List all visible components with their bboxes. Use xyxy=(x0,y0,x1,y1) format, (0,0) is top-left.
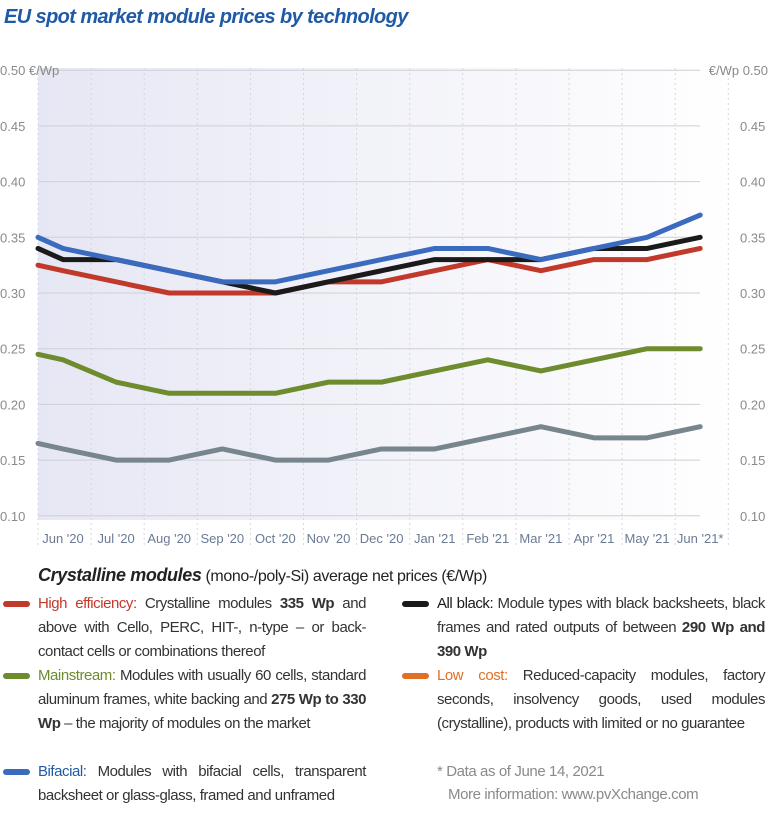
x-tick-label: Mar '21 xyxy=(519,531,562,546)
x-tick-label: Aug '20 xyxy=(147,531,191,546)
legend-mainstream: Mainstream: Modules with usually 60 cell… xyxy=(3,664,367,736)
y-axis-label-left: 0.50 €/Wp xyxy=(0,63,59,78)
x-tick-label: Jul '20 xyxy=(98,531,135,546)
y-tick-label-left: 0.10 xyxy=(0,509,25,524)
legend-name: All black: xyxy=(437,595,494,612)
legend-swatch xyxy=(402,601,429,607)
x-tick-label: Feb '21 xyxy=(466,531,509,546)
y-tick-label-right: 0.10 xyxy=(740,509,765,524)
legend-bold: 290 Wp and 390 Wp xyxy=(437,619,765,660)
legend-text: Module types with black backsheets, blac… xyxy=(437,595,765,636)
legend-bifacial: Bifacial: Modules with bifacial cells, t… xyxy=(3,760,366,808)
y-tick-label-right: 0.45 xyxy=(740,119,765,134)
y-tick-label-right: 0.15 xyxy=(740,453,765,468)
x-tick-label: Sep '20 xyxy=(200,531,244,546)
series-line-high-efficiency xyxy=(35,245,703,296)
x-tick-label: Dec '20 xyxy=(360,531,404,546)
legend-text: Modules with usually 60 cells, standard … xyxy=(38,667,366,708)
chart-title: EU spot market module prices by technolo… xyxy=(4,6,408,28)
legend-name: High efficiency: xyxy=(38,595,137,612)
y-tick-label-right: 0.30 xyxy=(740,286,765,301)
x-tick-label: May '21 xyxy=(625,531,670,546)
y-tick-label-right: 0.20 xyxy=(740,397,765,412)
more-info-link[interactable]: More information: www.pvXchange.com xyxy=(448,786,699,803)
legend-swatch xyxy=(402,673,429,679)
y-tick-label-left: 0.25 xyxy=(0,342,25,357)
legend-high-efficiency: High efficiency: Crystalline modules 335… xyxy=(3,592,366,664)
legend-all-black: All black: Module types with black backs… xyxy=(402,592,765,664)
legend-name: Bifacial: xyxy=(38,763,87,780)
x-tick-label: Apr '21 xyxy=(574,531,615,546)
y-tick-label-left: 0.30 xyxy=(0,286,25,301)
y-tick-label-left: 0.45 xyxy=(0,119,25,134)
legend-swatch xyxy=(3,673,30,679)
y-tick-label-left: 0.40 xyxy=(0,175,25,190)
plot-area xyxy=(38,68,736,520)
legend-name: Low cost: xyxy=(437,667,508,684)
x-tick-label: Jun '21* xyxy=(677,531,724,546)
series-line-low-cost xyxy=(35,424,703,463)
legend-text: – the majority of modules on the market xyxy=(60,715,311,732)
x-tick-label: Nov '20 xyxy=(307,531,351,546)
line-chart: 0.10 0.10 0.15 0.15 0.20 0.20 0.25 0.25 0.30 0.30… xyxy=(0,63,768,546)
legend-text: Crystalline modules xyxy=(136,595,280,612)
legend-low-cost: Low cost: Reduced-capacity modules, fact… xyxy=(402,664,765,736)
legend-text: Reduced-capacity modules, factory second… xyxy=(437,667,765,732)
legend-text: Modules with bifacial cells, transparent… xyxy=(38,763,366,804)
legend-bold: 275 Wp to 330 Wp xyxy=(38,691,367,732)
legend-swatch xyxy=(3,769,30,775)
y-axis-label-right: €/Wp 0.50 xyxy=(709,63,768,78)
legend-swatch xyxy=(3,601,30,607)
legend-text: and above with Cello, PERC, HIT-, n-type… xyxy=(38,595,366,660)
legend-bold: 335 Wp xyxy=(279,595,335,612)
y-tick-label-left: 0.20 xyxy=(0,397,25,412)
y-tick-label-left: 0.15 xyxy=(0,453,25,468)
data-date-note: * Data as of June 14, 2021 xyxy=(437,763,605,780)
x-tick-label: Jun '20 xyxy=(42,531,84,546)
series-line-mainstream xyxy=(35,346,703,396)
y-tick-label-right: 0.40 xyxy=(740,175,765,190)
legend-subtitle: Crystalline modules (mono-/poly-Si) aver… xyxy=(38,565,487,586)
series-line-bifacial xyxy=(35,212,703,285)
y-tick-label-left: 0.35 xyxy=(0,230,25,245)
x-tick-label: Jan '21 xyxy=(414,531,456,546)
y-tick-label-right: 0.35 xyxy=(740,230,765,245)
subtitle-rest: (mono-/poly-Si) average net prices (€/Wp… xyxy=(201,568,487,585)
subtitle-bold: Crystalline modules xyxy=(38,565,202,585)
x-tick-label: Oct '20 xyxy=(255,531,296,546)
legend-name: Mainstream: xyxy=(38,667,116,684)
y-tick-label-right: 0.25 xyxy=(740,342,765,357)
